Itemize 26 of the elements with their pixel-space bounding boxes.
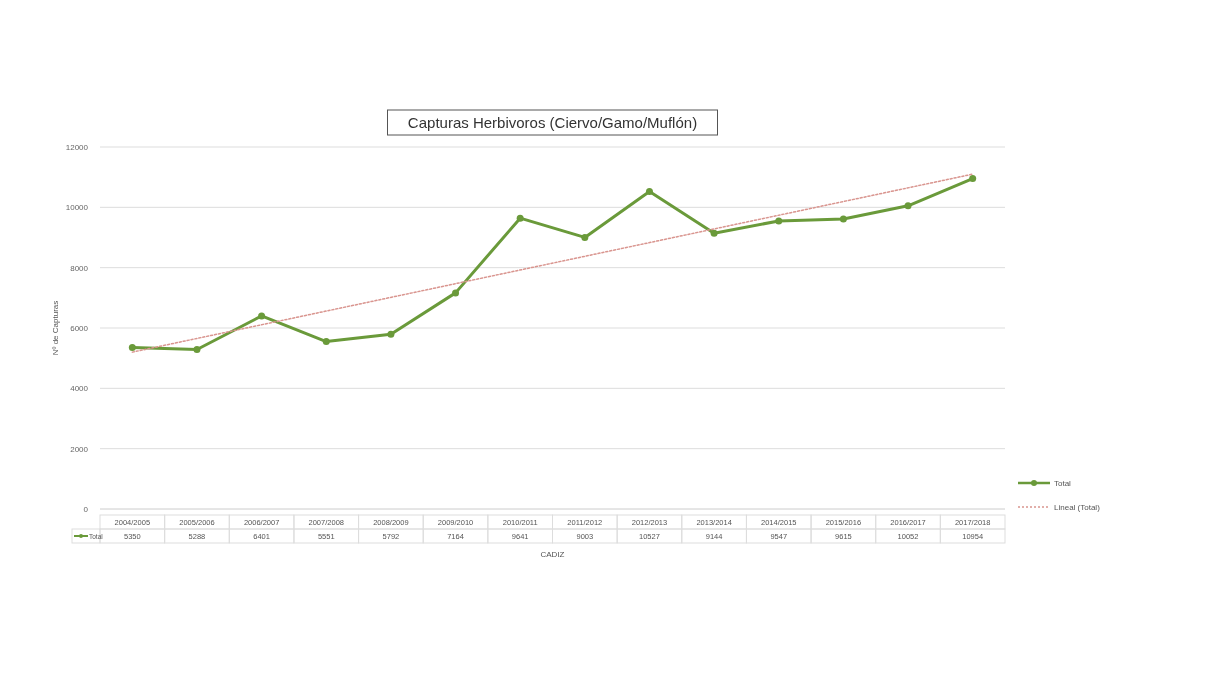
point xyxy=(128,344,136,352)
point xyxy=(193,345,201,353)
point xyxy=(775,217,783,225)
y-tick-label: 0 xyxy=(83,505,89,514)
y-tick-label: 10000 xyxy=(65,203,89,213)
y-tick-label: 8000 xyxy=(70,263,89,273)
point xyxy=(710,229,718,237)
legend-label: Lineal (Total) xyxy=(1054,503,1101,512)
y-tick-label: 6000 xyxy=(70,324,89,333)
legend-label: Total xyxy=(1054,479,1072,488)
y-tick-label: 2000 xyxy=(70,444,89,454)
point xyxy=(258,312,266,320)
point xyxy=(645,187,653,195)
point xyxy=(839,215,847,223)
point xyxy=(581,233,589,241)
point xyxy=(904,202,912,210)
chart-title: Capturas Herbivoros (Ciervo/Gamo/Muflón) xyxy=(407,114,698,131)
point xyxy=(452,289,460,297)
point xyxy=(387,330,395,338)
point xyxy=(322,338,330,346)
point xyxy=(516,214,524,222)
point xyxy=(969,175,977,183)
x-axis-title: CADIZ xyxy=(540,550,565,559)
y-tick-label: 12000 xyxy=(65,143,89,152)
y-tick-label: 4000 xyxy=(70,384,89,394)
y-axis-title: Nº de Capturas xyxy=(51,300,60,356)
